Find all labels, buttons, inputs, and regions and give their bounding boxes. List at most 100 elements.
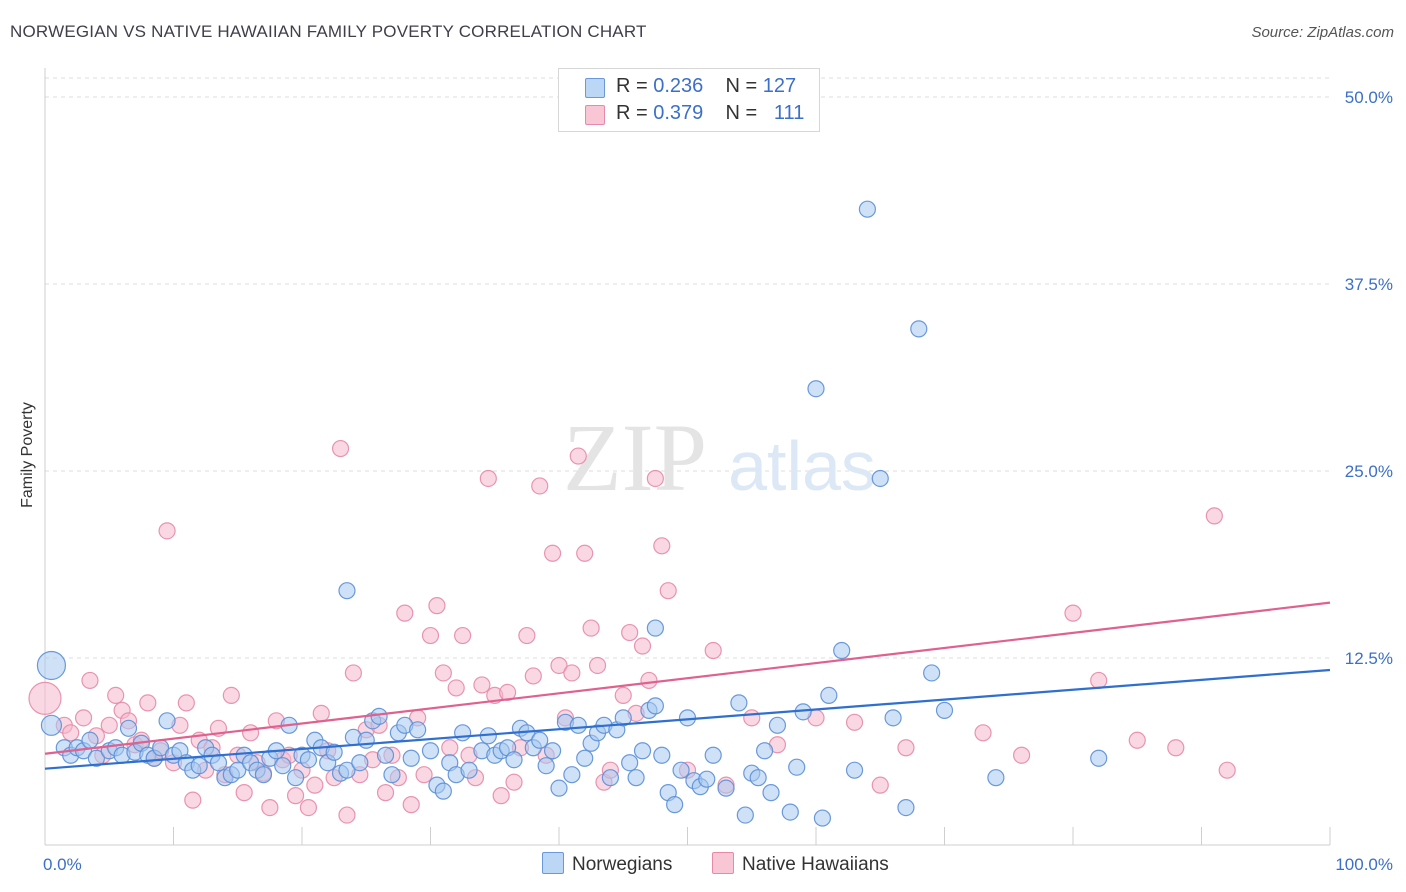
- hawaiian-point: [640, 671, 658, 690]
- hawaiian-point: [222, 686, 240, 705]
- hawaiian-point: [479, 469, 497, 488]
- norwegian-point: [627, 769, 645, 787]
- hawaiian-point: [338, 806, 356, 824]
- norwegian-point: [87, 749, 106, 767]
- norwegian-point: [666, 796, 684, 814]
- hawaiian-point: [897, 739, 915, 757]
- watermark-zip: ZIP: [563, 404, 707, 511]
- norwegian-point: [409, 721, 427, 739]
- n-label: N =: [725, 75, 763, 97]
- hawaiian-point: [743, 709, 761, 727]
- hawaiian-point: [576, 544, 594, 562]
- hawaiian-point: [473, 676, 491, 694]
- hawaiian-point: [550, 656, 568, 675]
- norwegian-point: [274, 757, 292, 775]
- hawaiian-point: [524, 667, 542, 685]
- norwegian-point: [807, 380, 825, 398]
- norwegian-point: [286, 769, 305, 787]
- norwegian-point: [633, 742, 652, 760]
- hawaiian-point: [505, 773, 523, 791]
- hawaiian-point: [396, 604, 414, 622]
- hawaiian-point: [563, 664, 581, 682]
- norwegian-point: [402, 749, 420, 767]
- norwegian-point: [229, 761, 247, 779]
- hawaiian-point: [871, 776, 889, 794]
- norwegian-point: [749, 769, 767, 787]
- hawaiian-point: [235, 784, 253, 802]
- trend-lines: [44, 601, 1331, 770]
- hawaiian-point: [177, 694, 195, 712]
- hawaiian-point: [415, 766, 433, 784]
- norwegians-trend-line: [44, 668, 1331, 770]
- hawaiian-point: [306, 776, 324, 794]
- hawaiians-legend-label: Native Hawaiians: [742, 854, 889, 875]
- y-tick-label: 25.0%: [1345, 462, 1393, 481]
- norwegian-point: [454, 724, 472, 742]
- norwegian-point: [338, 761, 356, 779]
- norwegian-point: [910, 320, 928, 338]
- hawaiian-point: [614, 686, 632, 705]
- hawaiian-point: [492, 787, 510, 805]
- hawaiian-point: [312, 704, 330, 722]
- hawaiian-point: [74, 709, 93, 727]
- norwegian-point: [820, 686, 838, 705]
- hawaiian-point: [286, 787, 305, 805]
- hawaiian-point: [1167, 739, 1185, 757]
- legend-row2-text: R = 0.379 N = 111: [616, 102, 804, 125]
- norwegian-point: [730, 694, 748, 712]
- norwegian-point: [158, 712, 176, 730]
- norwegian-point: [858, 200, 877, 218]
- norwegians-legend-label: Norwegians: [572, 854, 673, 875]
- hawaiian-point: [428, 597, 446, 615]
- norwegian-point: [338, 582, 356, 600]
- norwegian-point: [897, 798, 915, 817]
- norwegian-point: [376, 746, 395, 764]
- norwegian-point: [569, 716, 587, 734]
- hawaiian-point: [1012, 746, 1031, 764]
- hawaiian-point: [1205, 507, 1223, 525]
- norwegian-point: [601, 769, 620, 787]
- norwegian-point: [537, 757, 555, 775]
- norwegian-point: [755, 742, 774, 760]
- hawaiian-point: [646, 469, 664, 488]
- hawaiian-point: [184, 791, 202, 809]
- norwegians-legend-swatch: [542, 852, 564, 874]
- hawaiian-point: [434, 664, 452, 682]
- hawaiian-point: [569, 447, 587, 465]
- norwegian-point: [987, 769, 1005, 787]
- hawaiian-point: [261, 798, 279, 817]
- norwegian-point: [543, 742, 562, 760]
- hawaiian-point: [62, 724, 80, 742]
- hawaiian-point: [100, 716, 118, 734]
- hawaiian-point: [1090, 671, 1108, 690]
- hawaiian-point: [704, 641, 722, 660]
- norwegian-point: [704, 746, 722, 764]
- hawaiian-point: [518, 626, 536, 645]
- y-tick-label: 37.5%: [1345, 275, 1393, 294]
- norwegian-point: [935, 701, 954, 719]
- norwegians-swatch: [585, 78, 605, 98]
- hawaiian-point: [441, 739, 459, 757]
- axis-tick-labels: 12.5% 25.0% 37.5% 50.0% 0.0% 100.0%: [43, 88, 1393, 874]
- norwegian-point: [299, 751, 318, 769]
- hawaiian-point: [531, 477, 549, 495]
- y-tick-label: 50.0%: [1345, 88, 1393, 107]
- norwegian-point: [788, 758, 806, 776]
- norwegian-point: [383, 766, 401, 784]
- norwegian-point: [717, 779, 735, 797]
- hawaiian-point: [633, 637, 652, 655]
- norwegian-point: [563, 766, 581, 784]
- norwegian-point: [1090, 749, 1108, 767]
- norwegian-point: [884, 709, 902, 727]
- source-label: Source: ZipAtlas.com: [1251, 24, 1394, 41]
- norwegian-point: [768, 716, 787, 734]
- axis-ticks: [44, 827, 1331, 845]
- hawaiian-point: [1218, 761, 1236, 779]
- norwegian-point: [357, 731, 375, 749]
- norwegian-point: [845, 761, 864, 779]
- x-tick-label: 100.0%: [1335, 855, 1393, 874]
- hawaiian-point: [331, 439, 350, 458]
- r-label: R =: [616, 75, 654, 97]
- norwegian-point: [421, 742, 440, 760]
